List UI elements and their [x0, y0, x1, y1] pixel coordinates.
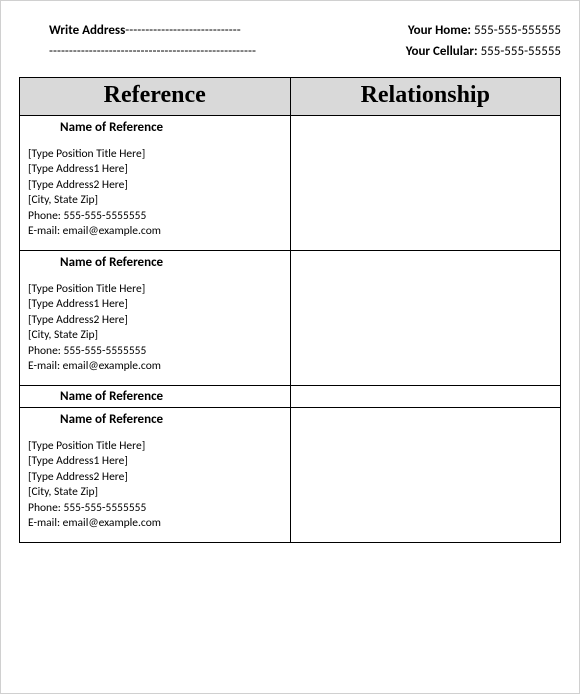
reference-email: E-mail: email@example.com	[28, 224, 282, 240]
home-value: 555-555-555555	[474, 23, 561, 38]
reference-address1: [Type Address1 Here]	[28, 297, 282, 313]
reference-cell: Name of Reference [Type Position Title H…	[20, 407, 291, 542]
reference-citystate: [City, State Zip]	[28, 485, 282, 501]
reference-address2: [Type Address2 Here]	[28, 470, 282, 486]
cell-value: 555-555-55555	[481, 44, 561, 59]
reference-cell: Name of Reference	[20, 385, 291, 407]
col-reference: Reference	[20, 77, 291, 115]
table-row: Name of Reference [Type Position Title H…	[20, 407, 561, 542]
reference-address2: [Type Address2 Here]	[28, 313, 282, 329]
reference-address1: [Type Address1 Here]	[28, 162, 282, 178]
reference-email: E-mail: email@example.com	[28, 516, 282, 532]
reference-name: Name of Reference	[28, 120, 282, 135]
reference-table: Reference Relationship Name of Reference…	[19, 77, 561, 543]
col-relationship: Relationship	[290, 77, 561, 115]
reference-name: Name of Reference	[28, 255, 282, 270]
reference-cell: Name of Reference [Type Position Title H…	[20, 250, 291, 385]
reference-body: [Type Position Title Here] [Type Address…	[28, 147, 282, 240]
relationship-cell	[290, 115, 561, 250]
relationship-cell	[290, 385, 561, 407]
address-dashes-2: ----------------------------------------…	[49, 42, 256, 63]
reference-body: [Type Position Title Here] [Type Address…	[28, 282, 282, 375]
address-dashes-1: -----------------------------	[125, 23, 240, 38]
table-row: Name of Reference [Type Position Title H…	[20, 250, 561, 385]
home-label: Your Home:	[408, 23, 471, 38]
contact-block: Your Home: 555-555-555555 Your Cellular:…	[406, 21, 561, 63]
reference-citystate: [City, State Zip]	[28, 193, 282, 209]
relationship-cell	[290, 407, 561, 542]
header: Write Address---------------------------…	[19, 21, 561, 63]
reference-phone: Phone: 555-555-5555555	[28, 501, 282, 517]
home-phone: Your Home: 555-555-555555	[406, 21, 561, 42]
address-line1: Write Address---------------------------…	[49, 21, 256, 42]
reference-citystate: [City, State Zip]	[28, 328, 282, 344]
cell-phone: Your Cellular: 555-555-55555	[406, 42, 561, 63]
table-row: Name of Reference	[20, 385, 561, 407]
reference-position: [Type Position Title Here]	[28, 439, 282, 455]
address-label: Write Address	[49, 23, 125, 38]
table-header-row: Reference Relationship	[20, 77, 561, 115]
reference-phone: Phone: 555-555-5555555	[28, 344, 282, 360]
relationship-cell	[290, 250, 561, 385]
address-block: Write Address---------------------------…	[49, 21, 256, 63]
cell-label: Your Cellular:	[406, 44, 478, 59]
reference-email: E-mail: email@example.com	[28, 359, 282, 375]
reference-address1: [Type Address1 Here]	[28, 454, 282, 470]
reference-body: [Type Position Title Here] [Type Address…	[28, 439, 282, 532]
reference-name: Name of Reference	[28, 412, 282, 427]
reference-cell: Name of Reference [Type Position Title H…	[20, 115, 291, 250]
table-row: Name of Reference [Type Position Title H…	[20, 115, 561, 250]
reference-position: [Type Position Title Here]	[28, 147, 282, 163]
reference-phone: Phone: 555-555-5555555	[28, 209, 282, 225]
reference-name: Name of Reference	[28, 389, 282, 404]
reference-address2: [Type Address2 Here]	[28, 178, 282, 194]
reference-position: [Type Position Title Here]	[28, 282, 282, 298]
